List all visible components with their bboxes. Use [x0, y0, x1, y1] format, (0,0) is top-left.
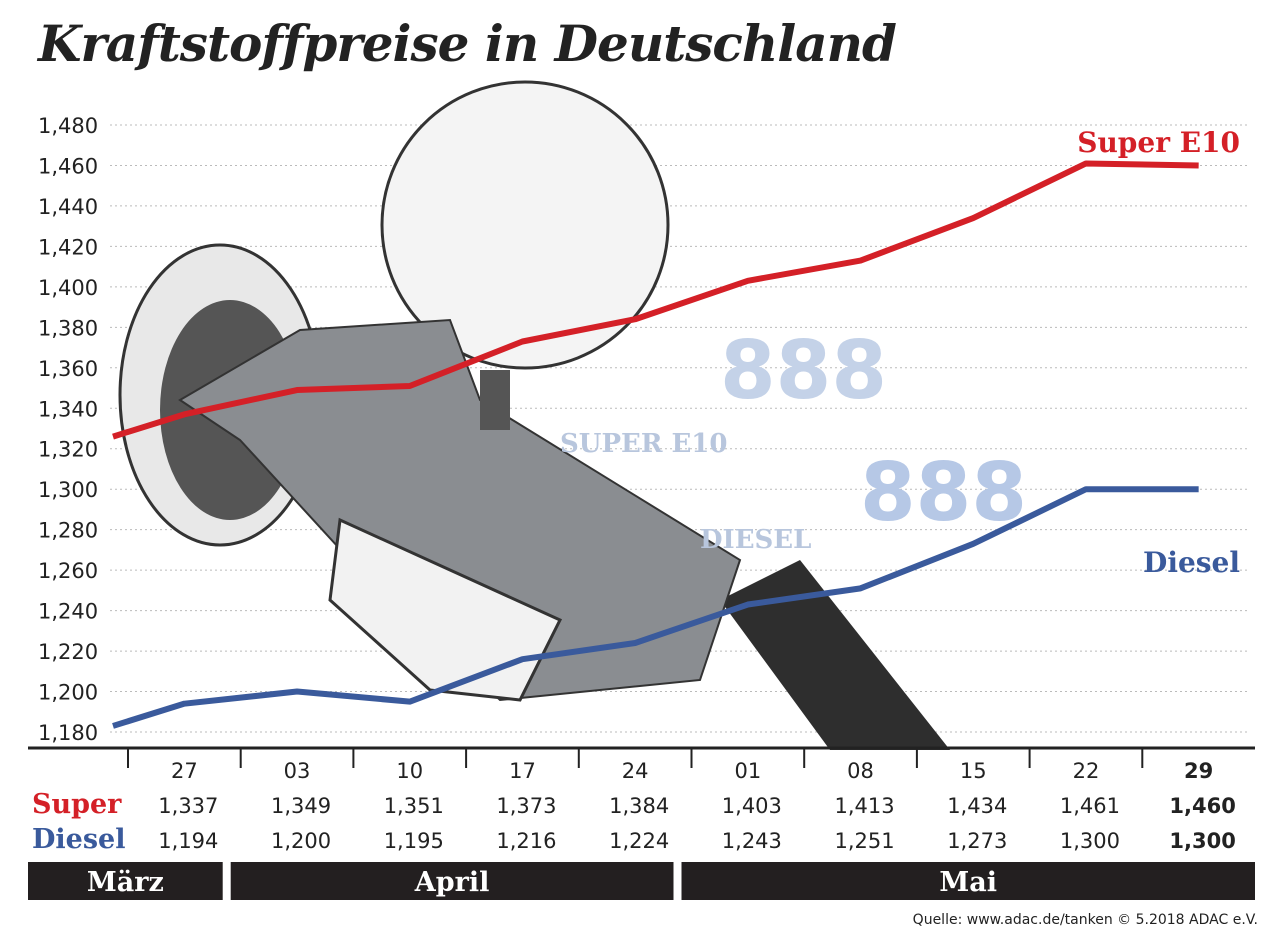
month-bar	[28, 862, 223, 900]
display-digits: 888	[720, 324, 887, 417]
table-value: 1,251	[834, 829, 894, 853]
table-value: 1,349	[271, 794, 331, 818]
table-value: 1,403	[722, 794, 782, 818]
display-label-diesel: DIESEL	[700, 525, 811, 555]
fuel-nozzle-illustration: SUPER E10 888 DIESEL 888	[118, 80, 1027, 750]
y-tick-label: 1,360	[38, 357, 98, 381]
table-value: 1,194	[158, 829, 218, 853]
fuel-cap-icon	[380, 80, 670, 370]
x-tick-label: 29	[1184, 759, 1213, 783]
table-row-label: Super	[32, 789, 122, 820]
table-value: 1,460	[1169, 794, 1235, 818]
month-bar	[230, 862, 674, 900]
y-tick-label: 1,380	[38, 316, 98, 340]
x-tick-label: 03	[284, 759, 311, 783]
table-value: 1,373	[496, 794, 556, 818]
table-value: 1,243	[722, 829, 782, 853]
y-tick-label: 1,460	[38, 154, 98, 178]
month-label: April	[414, 867, 490, 898]
month-bar	[681, 862, 1255, 900]
table-value: 1,351	[384, 794, 444, 818]
y-tick-label: 1,320	[38, 438, 98, 462]
x-tick-label: 17	[509, 759, 536, 783]
table-value: 1,224	[609, 829, 669, 853]
x-tick-label: 27	[171, 759, 198, 783]
table-value: 1,200	[271, 829, 331, 853]
tank-cap-knob-icon	[480, 370, 510, 430]
y-tick-label: 1,400	[38, 276, 98, 300]
y-tick-label: 1,220	[38, 640, 98, 664]
y-tick-label: 1,440	[38, 195, 98, 219]
nozzle-icon	[178, 318, 742, 702]
chart-title: Kraftstoffpreise in Deutschland	[38, 14, 897, 73]
y-tick-label: 1,340	[38, 397, 98, 421]
y-tick-label: 1,260	[38, 559, 98, 583]
table-value: 1,216	[496, 829, 556, 853]
table-value: 1,300	[1060, 829, 1120, 853]
display-digits: 888	[860, 446, 1027, 539]
y-tick-label: 1,180	[38, 721, 98, 745]
table-row-label: Diesel	[32, 824, 126, 855]
x-tick-label: 08	[847, 759, 874, 783]
display-label-super: SUPER E10	[560, 429, 727, 459]
table-value: 1,434	[947, 794, 1007, 818]
table-value: 1,461	[1060, 794, 1120, 818]
table-value: 1,413	[834, 794, 894, 818]
y-tick-label: 1,420	[38, 235, 98, 259]
table-value: 1,273	[947, 829, 1007, 853]
nozzle-handle-icon	[328, 517, 563, 702]
table-value: 1,300	[1169, 829, 1235, 853]
y-tick-label: 1,240	[38, 600, 98, 624]
y-tick-label: 1,280	[38, 519, 98, 543]
x-tick-label: 22	[1073, 759, 1100, 783]
month-label: Mai	[939, 867, 997, 898]
table-value: 1,337	[158, 794, 218, 818]
x-tick-label: 24	[622, 759, 649, 783]
month-label: März	[87, 867, 164, 898]
series-label: Super E10	[1077, 126, 1240, 159]
y-tick-label: 1,200	[38, 681, 98, 705]
source-note: Quelle: www.adac.de/tanken © 5.2018 ADAC…	[912, 912, 1258, 928]
y-tick-label: 1,300	[38, 478, 98, 502]
hose-icon	[720, 560, 950, 750]
x-tick-label: 01	[734, 759, 761, 783]
y-tick-label: 1,480	[38, 114, 98, 138]
x-tick-label: 15	[960, 759, 987, 783]
x-tick-label: 10	[396, 759, 423, 783]
series-label: Diesel	[1143, 546, 1240, 579]
table-value: 1,384	[609, 794, 669, 818]
table-value: 1,195	[384, 829, 444, 853]
